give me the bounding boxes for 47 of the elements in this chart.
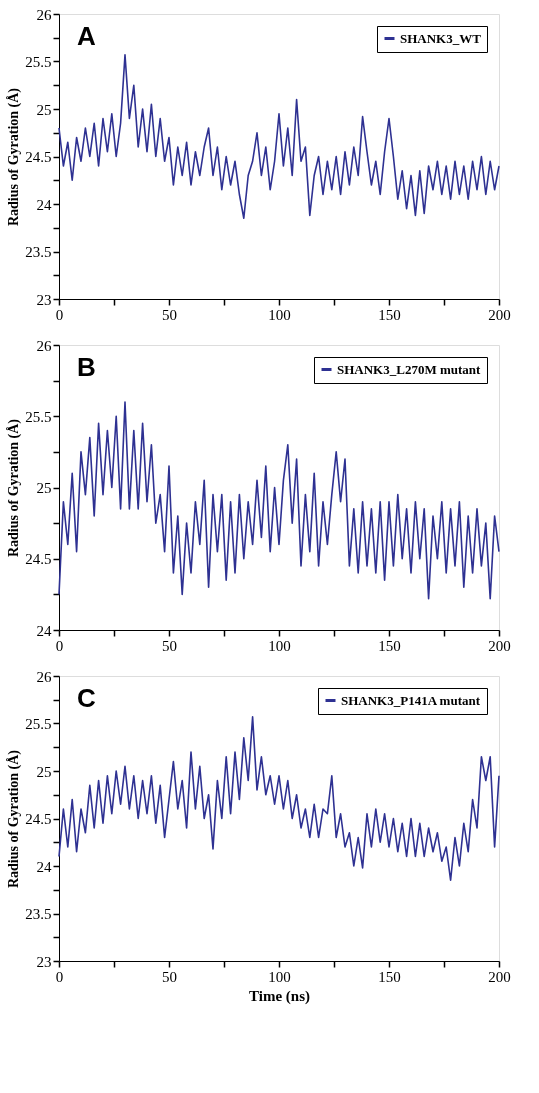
y-tick-label: 23 (36, 953, 52, 970)
y-tick-label: 24.5 (25, 149, 52, 165)
y-tick-label: 25.5 (25, 408, 52, 425)
x-tick-label: 100 (268, 968, 291, 985)
x-tick-label: 0 (55, 968, 64, 985)
y-tick-label: 26 (36, 6, 52, 23)
x-tick-label: 200 (488, 306, 511, 323)
y-tick-label: 23.5 (25, 244, 52, 260)
y-tick-label: 25 (36, 101, 52, 118)
y-axis-title: Radius of Gyration (Å) (6, 418, 23, 558)
y-tick-label: 25.5 (25, 54, 52, 70)
line-series (58, 716, 500, 882)
y-tick-label: 26 (36, 668, 52, 685)
annotation: A (77, 21, 96, 51)
x-tick-label: 100 (268, 637, 291, 654)
annotation: B (77, 352, 96, 382)
x-tick-label: 50 (162, 306, 177, 323)
legend-label: SHANK3_P141A mutant (341, 692, 481, 708)
y-tick-label: 24 (36, 196, 52, 213)
x-tick-label: 100 (268, 306, 291, 323)
y-axis-title: Radius of Gyration (Å) (6, 749, 23, 889)
y-tick-label: 23 (36, 291, 52, 308)
y-tick-label: 25 (36, 763, 52, 780)
y-tick-label: 25.5 (25, 716, 52, 732)
x-tick-label: 150 (378, 637, 401, 654)
x-tick-label: 0 (55, 637, 64, 654)
y-tick-label: 26 (36, 337, 52, 354)
x-tick-label: 150 (378, 306, 401, 323)
annotation: C (77, 683, 96, 713)
legend-label: SHANK3_WT (400, 30, 482, 46)
y-tick-label: 24.5 (25, 551, 52, 568)
y-tick-label: 25 (36, 480, 52, 496)
line-series (58, 401, 500, 600)
x-tick-label: 0 (55, 306, 64, 323)
x-axis-title: Time (ns) (249, 987, 310, 1005)
y-tick-label: 24.5 (25, 811, 52, 827)
x-tick-label: 200 (488, 968, 511, 985)
x-tick-label: 150 (378, 968, 401, 985)
x-tick-label: 50 (162, 968, 177, 985)
legend-label: SHANK3_L270M mutant (337, 361, 482, 377)
x-tick-label: 50 (162, 637, 177, 654)
y-axis-title: Radius of Gyration (Å) (6, 87, 23, 227)
y-tick-label: 23.5 (25, 906, 52, 922)
y-tick-label: 24 (36, 622, 52, 639)
line-series (58, 54, 500, 220)
y-tick-label: 24 (36, 858, 52, 875)
x-tick-label: 200 (488, 637, 511, 654)
